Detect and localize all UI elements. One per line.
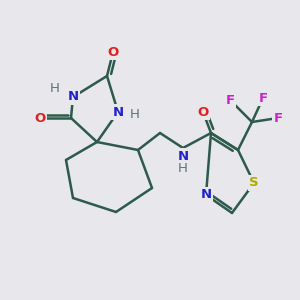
Text: O: O bbox=[107, 46, 118, 59]
Text: F: F bbox=[258, 92, 268, 104]
Text: N: N bbox=[112, 106, 124, 118]
Text: H: H bbox=[178, 161, 188, 175]
Text: H: H bbox=[50, 82, 60, 95]
Text: O: O bbox=[197, 106, 208, 118]
Text: S: S bbox=[249, 176, 259, 190]
Text: N: N bbox=[68, 91, 79, 103]
Text: N: N bbox=[200, 188, 211, 202]
Text: H: H bbox=[130, 107, 140, 121]
Text: N: N bbox=[177, 149, 189, 163]
Text: O: O bbox=[34, 112, 46, 124]
Text: F: F bbox=[225, 94, 235, 106]
Text: F: F bbox=[273, 112, 283, 124]
